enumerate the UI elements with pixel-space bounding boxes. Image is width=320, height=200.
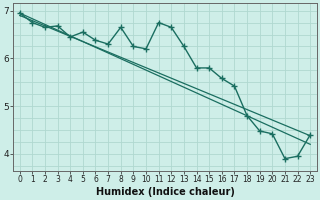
X-axis label: Humidex (Indice chaleur): Humidex (Indice chaleur) — [96, 187, 234, 197]
